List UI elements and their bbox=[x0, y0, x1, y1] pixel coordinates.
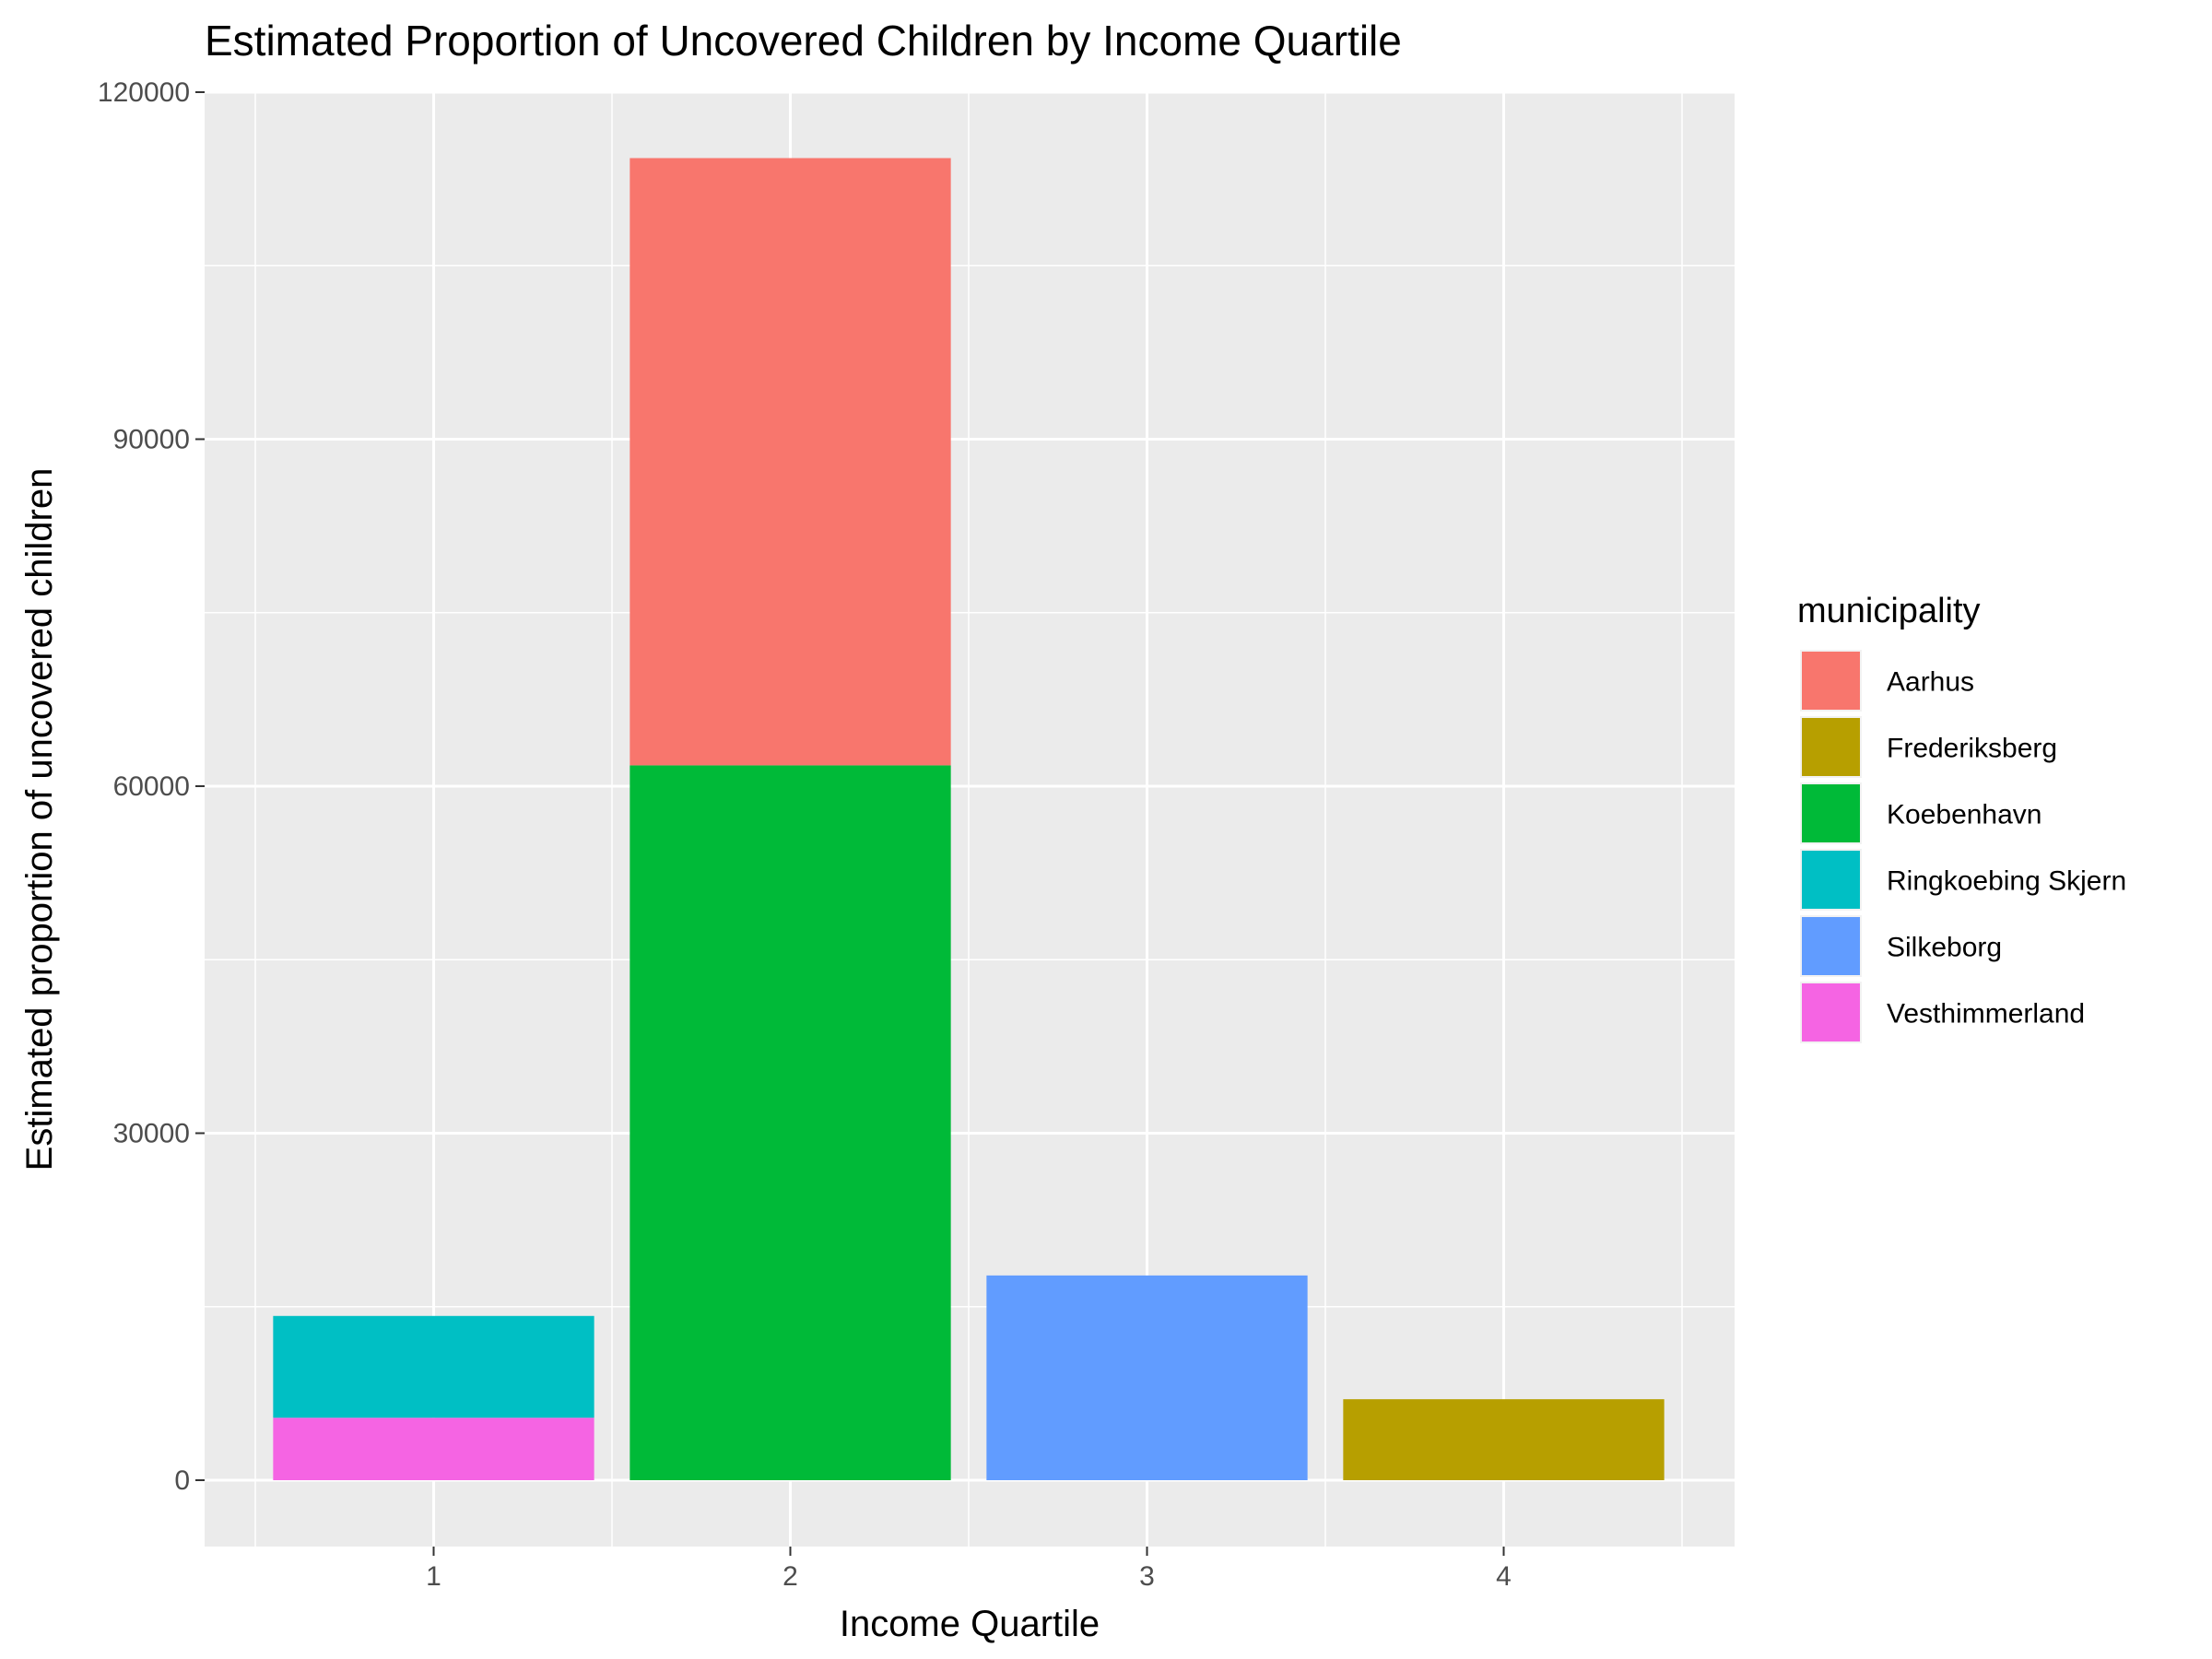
legend-title: municipality bbox=[1797, 592, 1981, 630]
legend-label-ringkoebing-skjern: Ringkoebing Skjern bbox=[1887, 866, 2126, 897]
y-tick-label: 60000 bbox=[113, 771, 190, 802]
bar-aarhus-q2 bbox=[629, 158, 951, 766]
x-axis: 1 2 3 4 bbox=[426, 1547, 1512, 1592]
legend-swatch-frederiksberg bbox=[1802, 718, 1860, 776]
x-tick-label: 2 bbox=[782, 1561, 798, 1592]
legend-label-koebenhavn: Koebenhavn bbox=[1887, 800, 2042, 830]
y-axis: 0 30000 60000 90000 120000 bbox=[98, 77, 205, 1496]
y-axis-title: Estimated proportion of uncovered childr… bbox=[19, 468, 60, 1171]
plot-panel bbox=[205, 92, 1735, 1547]
legend-swatch-silkeborg bbox=[1802, 917, 1860, 975]
x-tick-label: 1 bbox=[426, 1561, 441, 1592]
y-tick-label: 0 bbox=[174, 1465, 190, 1496]
legend-label-vesthimmerland: Vesthimmerland bbox=[1887, 999, 2085, 1030]
bar-koebenhavn-q2 bbox=[629, 765, 951, 1480]
grid-minor bbox=[205, 92, 1735, 1547]
x-tick-label: 3 bbox=[1139, 1561, 1155, 1592]
legend: municipality Aarhus Frederiksberg Koebenha… bbox=[1797, 592, 2126, 1043]
legend-swatch-koebenhavn bbox=[1802, 784, 1860, 842]
legend-label-silkeborg: Silkeborg bbox=[1887, 933, 2002, 963]
legend-label-aarhus: Aarhus bbox=[1887, 667, 1974, 698]
y-tick-label: 90000 bbox=[113, 425, 190, 455]
x-axis-title: Income Quartile bbox=[840, 1604, 1100, 1644]
bar-silkeborg-q3 bbox=[986, 1275, 1308, 1480]
legend-swatch-vesthimmerland bbox=[1802, 983, 1860, 1041]
bar-frederiksberg-q4 bbox=[1343, 1399, 1665, 1480]
bar-ringkoebing-skjern-q1 bbox=[273, 1315, 594, 1418]
legend-label-frederiksberg: Frederiksberg bbox=[1887, 734, 2057, 764]
bar-vesthimmerland-q1 bbox=[273, 1418, 594, 1480]
legend-swatch-ringkoebing-skjern bbox=[1802, 851, 1860, 909]
y-tick-label: 120000 bbox=[98, 77, 190, 108]
x-tick-label: 4 bbox=[1496, 1561, 1512, 1592]
chart-title: Estimated Proportion of Uncovered Childr… bbox=[205, 17, 1402, 65]
y-tick-label: 30000 bbox=[113, 1119, 190, 1149]
legend-swatch-aarhus bbox=[1802, 652, 1860, 710]
bars bbox=[273, 158, 1665, 1480]
